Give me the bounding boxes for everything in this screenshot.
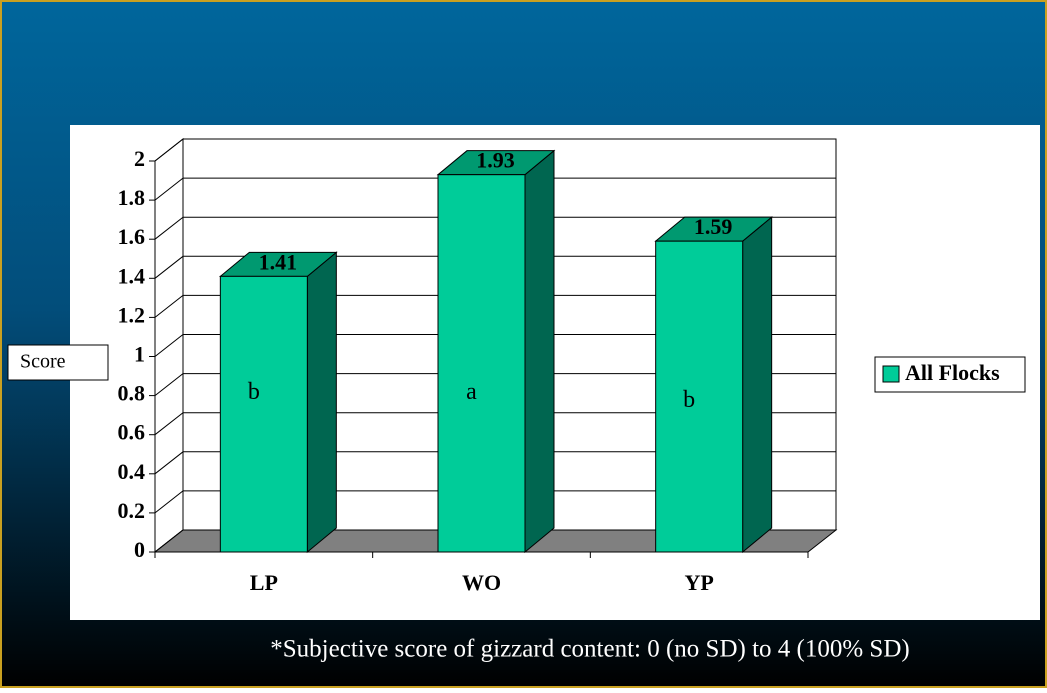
y-tick-label: 2	[134, 146, 145, 171]
grid-line	[154, 138, 836, 162]
bar-side	[524, 149, 555, 554]
letter: b	[248, 379, 260, 405]
bar-side	[306, 251, 337, 554]
y-tick-label: 1.6	[118, 224, 146, 249]
y-tick-label: 0.6	[118, 420, 146, 445]
y-tick-label: 0.2	[118, 498, 146, 523]
grid-line	[154, 451, 836, 475]
bar	[437, 174, 526, 553]
grid-line	[154, 334, 836, 357]
grid-line	[154, 177, 836, 201]
bar	[655, 240, 744, 553]
grid-line	[154, 294, 836, 318]
value-label: 1.93	[476, 148, 515, 173]
bar-side	[742, 216, 773, 554]
grid-line	[154, 255, 836, 279]
legend-label: All Flocks	[905, 360, 1000, 385]
footnote: *Subjective score of gizzard content: 0 …	[270, 636, 909, 663]
y-tick-label: 0	[134, 537, 145, 562]
grid-line	[154, 373, 836, 396]
grid-line	[154, 490, 836, 514]
bar	[219, 275, 308, 553]
grid-line	[154, 529, 836, 553]
x-tick-label: YP	[685, 570, 714, 595]
y-tick-label: 1	[134, 342, 145, 367]
x-tick-label: LP	[250, 570, 278, 595]
y-tick-label: 0.4	[118, 459, 146, 484]
letter: b	[683, 387, 695, 413]
y-tick-label: 1.2	[118, 302, 146, 327]
value-label: 1.41	[259, 249, 298, 274]
grid-line	[154, 412, 836, 436]
value-label: 1.59	[694, 214, 733, 239]
letter: a	[466, 379, 477, 405]
x-tick-label: WO	[462, 570, 501, 595]
y-tick-label: 1.8	[118, 185, 146, 210]
legend-swatch	[882, 365, 900, 383]
y-tick-label: 0.8	[118, 381, 146, 406]
legend	[874, 356, 1026, 393]
grid-line	[154, 216, 836, 240]
y-tick-label: 1.4	[118, 263, 146, 288]
y-label-box	[7, 344, 109, 381]
y-axis-label: Score	[20, 351, 66, 373]
